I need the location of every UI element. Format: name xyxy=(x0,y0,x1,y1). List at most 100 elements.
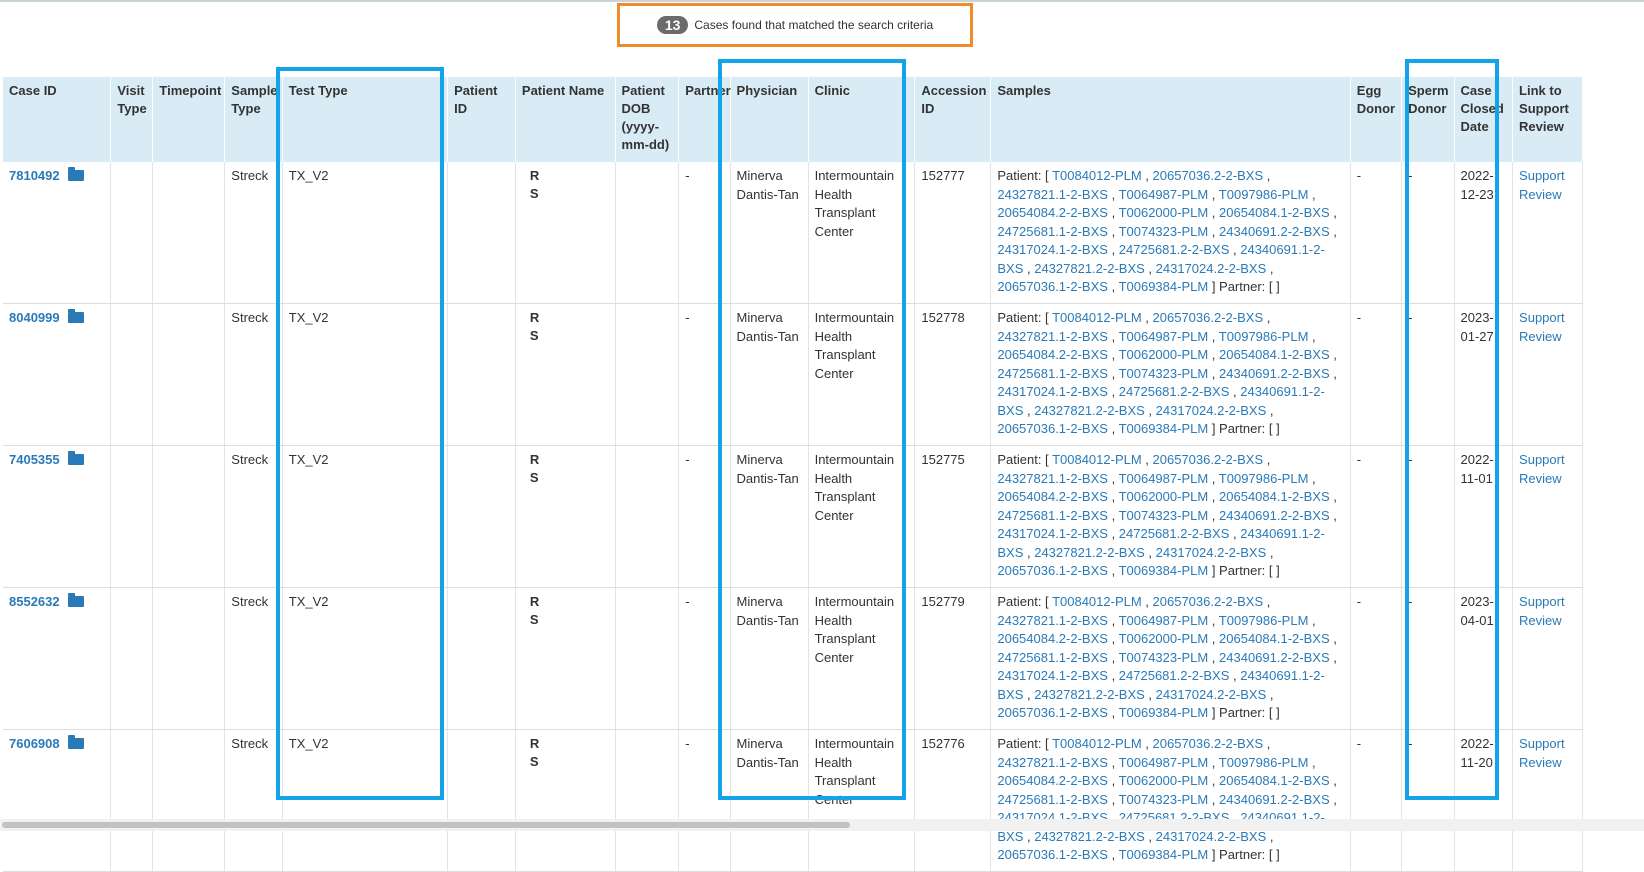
sample-link[interactable]: 20657036.1-2-BXS xyxy=(997,705,1108,720)
sample-link[interactable]: 20657036.2-2-BXS xyxy=(1152,168,1264,183)
case-id-link[interactable]: 7810492 xyxy=(9,168,60,183)
sample-link[interactable]: 20657036.1-2-BXS xyxy=(997,421,1108,436)
sample-link[interactable]: 24327821.1-2-BXS xyxy=(997,470,1108,486)
sample-link[interactable]: 24340691.2-2-BXS xyxy=(1219,791,1330,807)
sample-link[interactable]: 20654084.1-2-BXS xyxy=(1219,489,1330,504)
sample-link[interactable]: 24340691.2-2-BXS xyxy=(1219,649,1330,665)
sample-link[interactable]: 24317024.1-2-BXS xyxy=(997,668,1108,683)
sample-link[interactable]: T0074323-PLM xyxy=(1118,791,1209,807)
sample-link[interactable]: T0062000-PLM xyxy=(1118,773,1209,788)
sample-link[interactable]: 24340691.2-2-BXS xyxy=(1219,365,1330,381)
sample-link[interactable]: T0062000-PLM xyxy=(1118,489,1209,504)
sample-link[interactable]: 24725681.1-2-BXS xyxy=(997,365,1108,381)
sample-link[interactable]: T0064987-PLM xyxy=(1118,612,1209,628)
sample-link[interactable]: T0084012-PLM xyxy=(1052,452,1142,467)
sample-link[interactable]: 20654084.2-2-BXS xyxy=(997,347,1108,362)
sample-link[interactable]: 24340691.1-2-BXS xyxy=(997,526,1325,560)
sample-link[interactable]: 24317024.2-2-BXS xyxy=(1155,686,1267,702)
sample-link[interactable]: 20654084.2-2-BXS xyxy=(997,631,1108,646)
sample-link[interactable]: 24327821.1-2-BXS xyxy=(997,612,1108,628)
sample-link[interactable]: 20657036.1-2-BXS xyxy=(997,279,1108,294)
sample-link[interactable]: 20654084.2-2-BXS xyxy=(997,489,1108,504)
sample-link[interactable]: 24317024.2-2-BXS xyxy=(1155,544,1267,560)
scrollbar-thumb[interactable] xyxy=(2,822,850,828)
sample-link[interactable]: 24340691.2-2-BXS xyxy=(1219,223,1330,239)
horizontal-scrollbar[interactable] xyxy=(0,819,1644,831)
support-review-link[interactable]: Support Review xyxy=(1519,452,1565,486)
folder-open-icon[interactable] xyxy=(67,167,84,181)
sample-link[interactable]: 24340691.2-2-BXS xyxy=(1219,507,1330,523)
sample-link[interactable]: T0074323-PLM xyxy=(1118,365,1209,381)
folder-open-icon[interactable] xyxy=(67,593,84,607)
sample-link[interactable]: 20657036.2-2-BXS xyxy=(1152,594,1264,609)
sample-link[interactable]: T0069384-PLM xyxy=(1118,563,1209,578)
sample-link[interactable]: 24317024.1-2-BXS xyxy=(997,526,1108,541)
sample-link[interactable]: 24317024.2-2-BXS xyxy=(1155,260,1267,276)
sample-link[interactable]: T0062000-PLM xyxy=(1118,631,1209,646)
sample-link[interactable]: 20657036.1-2-BXS xyxy=(997,847,1108,862)
sample-link[interactable]: T0097986-PLM xyxy=(1218,470,1309,486)
sample-link[interactable]: 20654084.2-2-BXS xyxy=(997,773,1108,788)
sample-link[interactable]: 24725681.2-2-BXS xyxy=(1118,668,1230,683)
sample-link[interactable]: 24340691.1-2-BXS xyxy=(997,242,1325,276)
sample-link[interactable]: T0097986-PLM xyxy=(1218,328,1309,344)
sample-link[interactable]: 24725681.1-2-BXS xyxy=(997,223,1108,239)
sample-link[interactable]: T0097986-PLM xyxy=(1218,754,1309,770)
support-review-link[interactable]: Support Review xyxy=(1519,168,1565,202)
sample-link[interactable]: T0074323-PLM xyxy=(1118,507,1209,523)
sample-link[interactable]: 24725681.1-2-BXS xyxy=(997,649,1108,665)
sample-link[interactable]: 24725681.1-2-BXS xyxy=(997,791,1108,807)
sample-link[interactable]: T0069384-PLM xyxy=(1118,847,1209,862)
sample-link[interactable]: 24340691.1-2-BXS xyxy=(997,668,1325,702)
sample-link[interactable]: T0074323-PLM xyxy=(1118,223,1209,239)
sample-link[interactable]: T0064987-PLM xyxy=(1118,754,1209,770)
sample-link[interactable]: 20657036.2-2-BXS xyxy=(1152,452,1264,467)
case-id-link[interactable]: 8552632 xyxy=(9,594,60,609)
sample-link[interactable]: T0064987-PLM xyxy=(1118,186,1209,202)
sample-link[interactable]: 24317024.1-2-BXS xyxy=(997,384,1108,399)
sample-link[interactable]: 20654084.2-2-BXS xyxy=(997,205,1108,220)
sample-link[interactable]: 24317024.1-2-BXS xyxy=(997,242,1108,257)
sample-link[interactable]: 20654084.1-2-BXS xyxy=(1219,205,1330,220)
folder-open-icon[interactable] xyxy=(67,309,84,323)
sample-link[interactable]: T0097986-PLM xyxy=(1218,186,1309,202)
sample-link[interactable]: 24340691.1-2-BXS xyxy=(997,384,1325,418)
sample-link[interactable]: 24725681.2-2-BXS xyxy=(1118,526,1230,541)
sample-link[interactable]: 24327821.1-2-BXS xyxy=(997,754,1108,770)
sample-link[interactable]: 20654084.1-2-BXS xyxy=(1219,631,1330,646)
case-id-link[interactable]: 7606908 xyxy=(9,736,60,751)
sample-link[interactable]: 20654084.1-2-BXS xyxy=(1219,347,1330,362)
sample-link[interactable]: 20657036.1-2-BXS xyxy=(997,563,1108,578)
sample-link[interactable]: 24327821.2-2-BXS xyxy=(1034,544,1145,560)
sample-link[interactable]: T0084012-PLM xyxy=(1052,310,1142,325)
folder-open-icon[interactable] xyxy=(67,451,84,465)
support-review-link[interactable]: Support Review xyxy=(1519,310,1565,344)
case-id-link[interactable]: 7405355 xyxy=(9,452,60,467)
support-review-link[interactable]: Support Review xyxy=(1519,594,1565,628)
sample-link[interactable]: T0074323-PLM xyxy=(1118,649,1209,665)
sample-link[interactable]: T0084012-PLM xyxy=(1052,594,1142,609)
folder-open-icon[interactable] xyxy=(67,735,84,749)
sample-link[interactable]: 24327821.2-2-BXS xyxy=(1034,686,1145,702)
sample-link[interactable]: T0084012-PLM xyxy=(1052,168,1142,183)
sample-link[interactable]: 24327821.2-2-BXS xyxy=(1034,402,1145,418)
sample-link[interactable]: T0062000-PLM xyxy=(1118,347,1209,362)
sample-link[interactable]: 24327821.2-2-BXS xyxy=(1034,260,1145,276)
sample-link[interactable]: 24725681.1-2-BXS xyxy=(997,507,1108,523)
sample-link[interactable]: T0064987-PLM xyxy=(1118,328,1209,344)
sample-link[interactable]: T0097986-PLM xyxy=(1218,612,1309,628)
sample-link[interactable]: 24317024.2-2-BXS xyxy=(1155,402,1267,418)
support-review-link[interactable]: Support Review xyxy=(1519,736,1565,770)
sample-link[interactable]: 20654084.1-2-BXS xyxy=(1219,773,1330,788)
sample-link[interactable]: T0069384-PLM xyxy=(1118,705,1209,720)
sample-link[interactable]: 24327821.1-2-BXS xyxy=(997,186,1108,202)
sample-link[interactable]: T0069384-PLM xyxy=(1118,421,1209,436)
sample-link[interactable]: T0069384-PLM xyxy=(1118,279,1209,294)
sample-link[interactable]: 20657036.2-2-BXS xyxy=(1152,310,1264,325)
sample-link[interactable]: 20657036.2-2-BXS xyxy=(1152,736,1264,751)
case-id-link[interactable]: 8040999 xyxy=(9,310,60,325)
sample-link[interactable]: T0084012-PLM xyxy=(1052,736,1142,751)
sample-link[interactable]: 24725681.2-2-BXS xyxy=(1118,242,1230,257)
sample-link[interactable]: T0062000-PLM xyxy=(1118,205,1209,220)
sample-link[interactable]: 24327821.1-2-BXS xyxy=(997,328,1108,344)
